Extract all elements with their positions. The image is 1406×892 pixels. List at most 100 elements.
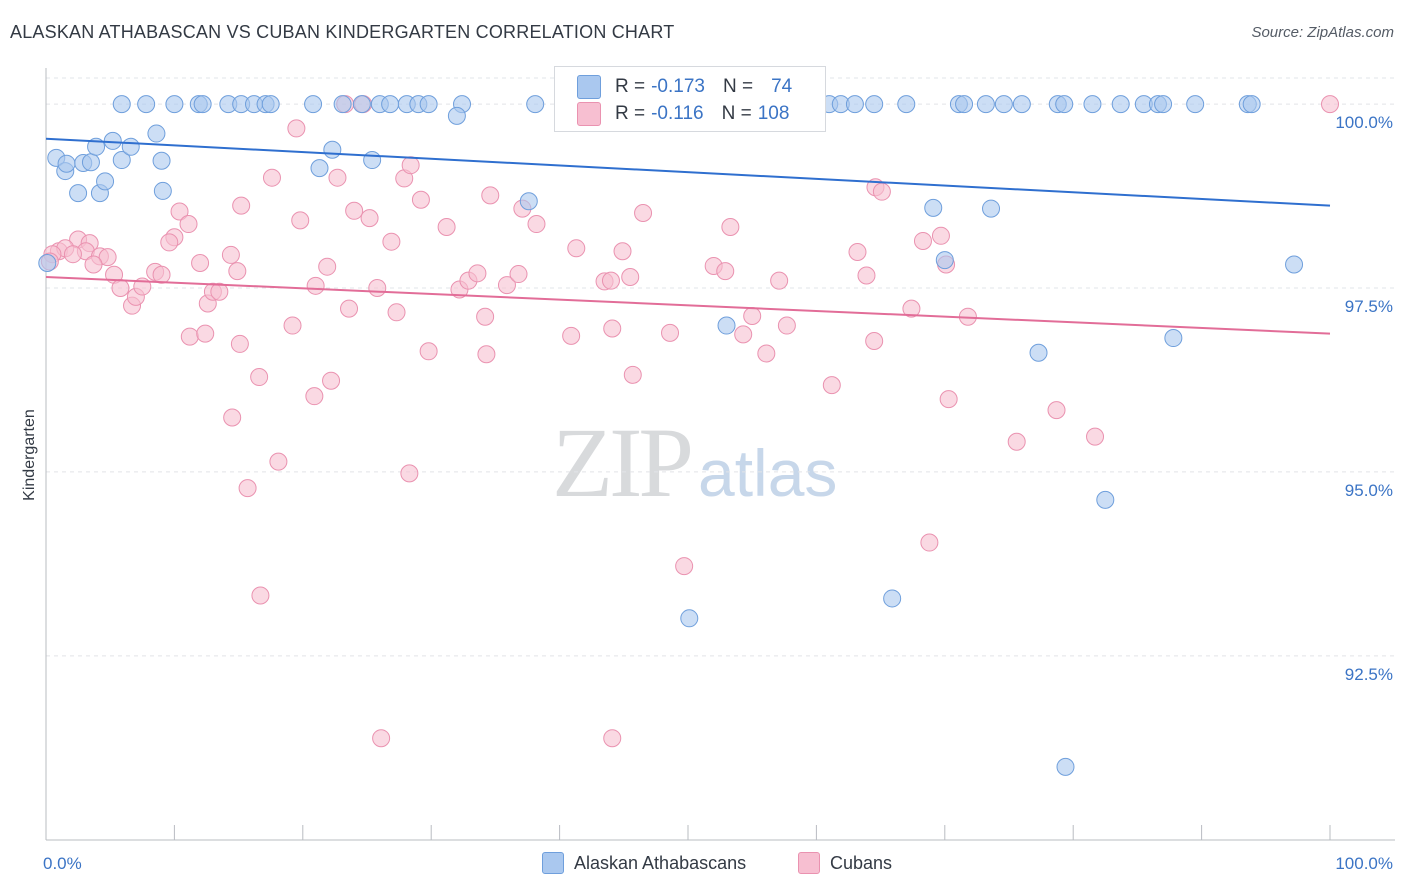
point-cuban xyxy=(221,245,240,264)
point-athabascan xyxy=(81,153,100,172)
bottom-legend-label: Alaskan Athabascans xyxy=(574,852,747,873)
point-cuban xyxy=(857,266,876,285)
point-cuban xyxy=(661,323,680,342)
point-athabascan xyxy=(310,159,329,178)
point-cuban xyxy=(481,186,500,205)
point-cuban xyxy=(1321,95,1339,114)
point-cuban xyxy=(601,271,620,290)
point-cuban xyxy=(230,334,249,353)
point-athabascan xyxy=(924,198,943,217)
point-athabascan xyxy=(1154,95,1173,114)
x-tick-label-max: 100.0% xyxy=(1335,854,1393,873)
point-cuban xyxy=(477,345,496,364)
point-athabascan xyxy=(935,251,954,270)
point-athabascan xyxy=(153,181,172,200)
point-cuban xyxy=(476,307,495,326)
point-cuban xyxy=(387,303,406,322)
point-cuban xyxy=(196,324,215,343)
point-cuban xyxy=(305,387,324,406)
point-cuban xyxy=(913,231,932,250)
point-athabascan xyxy=(865,95,884,114)
point-athabascan xyxy=(1055,95,1074,114)
point-athabascan xyxy=(717,316,736,335)
point-athabascan xyxy=(1012,95,1031,114)
point-cuban xyxy=(262,168,281,187)
point-cuban xyxy=(223,408,242,427)
point-athabascan xyxy=(1083,95,1102,114)
point-cuban xyxy=(170,202,189,221)
point-cuban xyxy=(180,327,199,346)
legend-n-label: N = xyxy=(721,103,752,124)
point-athabascan xyxy=(897,95,916,114)
point-cuban xyxy=(232,196,251,215)
point-athabascan xyxy=(883,589,902,608)
point-cuban xyxy=(721,217,740,236)
legend-r-label: R = xyxy=(615,76,646,97)
point-athabascan xyxy=(165,95,184,114)
point-cuban xyxy=(920,533,939,552)
point-cuban xyxy=(743,306,762,325)
bottom-legend-cuban: Cubans xyxy=(798,852,892,874)
point-athabascan xyxy=(1285,255,1304,274)
point-athabascan xyxy=(112,95,131,114)
point-cuban xyxy=(419,342,438,361)
point-cuban xyxy=(111,279,130,298)
point-cuban xyxy=(251,586,270,605)
point-cuban xyxy=(1086,427,1105,446)
point-cuban xyxy=(675,557,694,576)
point-athabascan xyxy=(1164,329,1183,348)
point-cuban xyxy=(368,279,387,298)
point-cuban xyxy=(63,245,82,264)
bottom-legend-swatch-pink xyxy=(798,852,820,874)
point-athabascan xyxy=(352,95,371,114)
point-cuban xyxy=(931,226,950,245)
source-credit: Source: ZipAtlas.com xyxy=(1251,24,1394,41)
point-cuban xyxy=(562,326,581,345)
legend-n-value: 74 xyxy=(771,76,793,97)
point-athabascan xyxy=(112,151,131,170)
point-cuban xyxy=(634,204,653,222)
bottom-legend-athabascan: Alaskan Athabascans xyxy=(542,852,746,874)
point-cuban xyxy=(328,168,347,187)
point-cuban xyxy=(623,365,642,384)
point-cuban xyxy=(734,325,753,344)
point-cuban xyxy=(716,262,735,281)
bottom-legend-label: Cubans xyxy=(830,852,893,873)
legend-n-label: N = xyxy=(722,76,754,97)
point-cuban xyxy=(603,319,622,338)
legend-swatch-pink xyxy=(577,102,601,126)
point-cuban xyxy=(848,242,867,261)
point-athabascan xyxy=(976,95,995,114)
point-cuban xyxy=(152,265,171,284)
point-cuban xyxy=(401,156,420,175)
point-athabascan xyxy=(680,609,699,628)
y-tick-label: 95.0% xyxy=(1345,481,1393,500)
legend-row-athabascan: R = -0.173 N = 74 xyxy=(577,75,792,99)
point-athabascan xyxy=(261,95,280,114)
point-cuban xyxy=(902,299,921,318)
chart-title: ALASKAN ATHABASCAN VS CUBAN KINDERGARTEN… xyxy=(10,22,675,42)
legend-r-value: -0.173 xyxy=(651,76,705,97)
point-cuban xyxy=(345,201,364,220)
point-cuban xyxy=(98,248,117,267)
point-cuban xyxy=(770,271,789,290)
y-tick-label: 100.0% xyxy=(1335,113,1393,132)
point-cuban xyxy=(322,371,341,390)
point-cuban xyxy=(160,233,179,252)
point-cuban xyxy=(621,267,640,286)
y-tick-label: 92.5% xyxy=(1345,665,1393,684)
point-athabascan xyxy=(1242,95,1261,114)
point-cuban xyxy=(939,390,958,409)
legend-n-value: 108 xyxy=(757,103,790,124)
point-athabascan xyxy=(419,95,438,114)
point-athabascan xyxy=(381,95,400,114)
point-cuban xyxy=(567,239,586,258)
point-cuban xyxy=(318,257,337,276)
point-cuban xyxy=(360,209,379,228)
point-cuban xyxy=(509,265,528,284)
point-cuban xyxy=(179,215,198,234)
point-athabascan xyxy=(363,151,382,170)
point-athabascan xyxy=(304,95,323,114)
point-athabascan xyxy=(447,106,466,125)
point-cuban xyxy=(291,211,310,230)
